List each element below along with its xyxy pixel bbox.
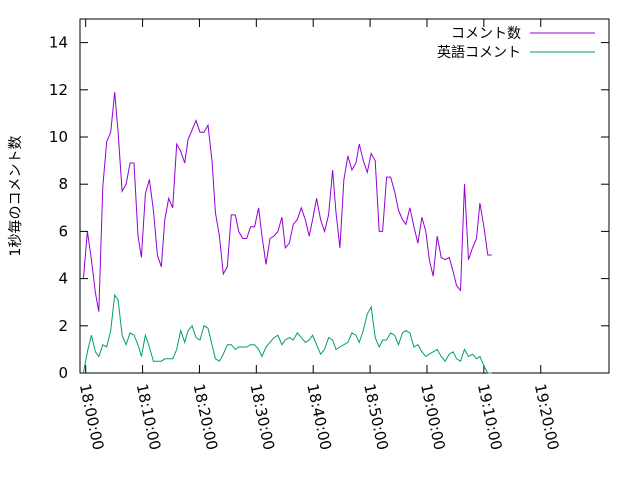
y-tick-label: 8 — [58, 175, 68, 193]
y-tick-label: 14 — [49, 34, 68, 52]
x-tick-label: 18:30:00 — [246, 382, 278, 452]
y-axis-label: 1秒毎のコメント数 — [8, 136, 24, 257]
y-tick-label: 4 — [58, 270, 68, 288]
x-tick-label: 18:00:00 — [76, 382, 108, 452]
y-axis: 0 2 4 6 8 10 12 14 — [49, 34, 609, 382]
legend-label-comments: コメント数 — [451, 26, 521, 42]
series-line-1 — [82, 293, 492, 374]
y-tick-label: 0 — [58, 364, 68, 382]
plot-frame — [79, 18, 610, 374]
y-tick-label: 2 — [58, 317, 68, 335]
x-axis: 18:00:00 18:10:00 18:20:00 18:30:00 18:40:00… — [76, 19, 563, 452]
x-tick-label: 19:20:00 — [531, 382, 563, 452]
series-line-0 — [82, 92, 492, 312]
x-tick-label: 18:20:00 — [190, 382, 222, 452]
y-tick-label: 6 — [58, 222, 68, 240]
x-tick-label: 19:10:00 — [474, 382, 506, 452]
y-tick-label: 12 — [49, 81, 68, 99]
x-tick-label: 18:10:00 — [133, 382, 165, 452]
legend: コメント数 英語コメント — [437, 26, 595, 61]
series-lines — [82, 92, 492, 374]
x-tick-label: 18:50:00 — [360, 382, 392, 452]
legend-label-english-comments: 英語コメント — [437, 44, 521, 61]
x-tick-label: 19:00:00 — [417, 382, 449, 452]
x-tick-label: 18:40:00 — [303, 382, 335, 452]
y-tick-label: 10 — [49, 128, 68, 146]
